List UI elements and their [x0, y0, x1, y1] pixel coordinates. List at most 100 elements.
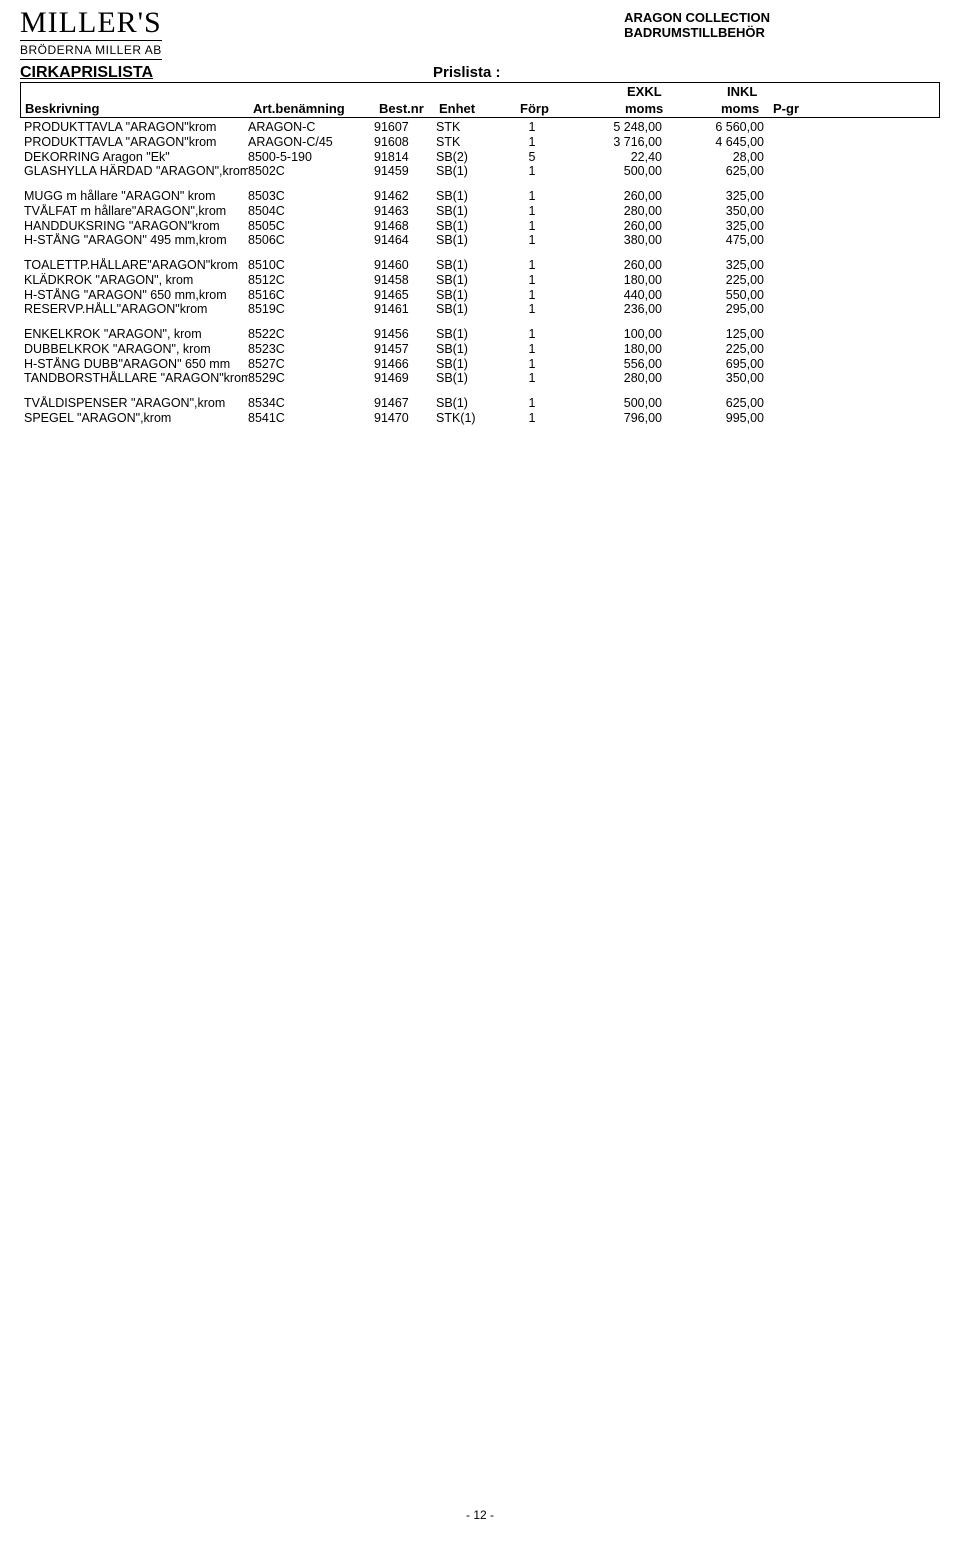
cell-inkl: 325,00 [672, 258, 770, 273]
cell-forp: 1 [502, 233, 562, 248]
cell-inkl: 125,00 [672, 327, 770, 342]
cell-exkl: 260,00 [562, 258, 672, 273]
cell-bestnr: 91465 [374, 288, 436, 303]
cell-bestnr: 91470 [374, 411, 436, 426]
cell-pgr [770, 396, 810, 411]
table-group: PRODUKTTAVLA "ARAGON"kromARAGON-C91607ST… [20, 120, 940, 179]
cell-pgr [770, 302, 810, 317]
col-exkl-bot: moms [625, 101, 663, 116]
cell-enhet: SB(1) [436, 371, 502, 386]
cell-enhet: SB(1) [436, 189, 502, 204]
page-number: - 12 - [0, 1508, 960, 1522]
cell-beskrivning: TVÅLDISPENSER "ARAGON",krom [20, 396, 248, 411]
col-enhet: Enhet [439, 101, 475, 116]
collection-title: ARAGON COLLECTION BADRUMSTILLBEHÖR [624, 10, 770, 40]
cell-art: 8510C [248, 258, 374, 273]
cell-pgr [770, 357, 810, 372]
cell-exkl: 3 716,00 [562, 135, 672, 150]
table-group: TOALETTP.HÅLLARE"ARAGON"krom8510C91460SB… [20, 258, 940, 317]
cell-bestnr: 91458 [374, 273, 436, 288]
cell-inkl: 325,00 [672, 219, 770, 234]
cell-beskrivning: TANDBORSTHÅLLARE "ARAGON"krom [20, 371, 248, 386]
cell-enhet: STK(1) [436, 411, 502, 426]
col-inkl-bot: moms [721, 101, 759, 116]
cell-art: 8519C [248, 302, 374, 317]
cell-enhet: SB(1) [436, 327, 502, 342]
cell-art: 8516C [248, 288, 374, 303]
cell-art: 8512C [248, 273, 374, 288]
col-beskrivning: Beskrivning [25, 101, 99, 116]
cell-pgr [770, 204, 810, 219]
table-row: GLASHYLLA HÄRDAD "ARAGON",krom8502C91459… [20, 164, 940, 179]
cell-bestnr: 91460 [374, 258, 436, 273]
cell-enhet: SB(1) [436, 288, 502, 303]
table-row: MUGG m hållare "ARAGON" krom8503C91462SB… [20, 189, 940, 204]
cell-forp: 1 [502, 302, 562, 317]
cell-inkl: 325,00 [672, 189, 770, 204]
cell-pgr [770, 189, 810, 204]
cell-enhet: SB(1) [436, 302, 502, 317]
table-row: H-STÅNG DUBB"ARAGON" 650 mm8527C91466SB(… [20, 357, 940, 372]
cell-exkl: 380,00 [562, 233, 672, 248]
cell-bestnr: 91814 [374, 150, 436, 165]
cell-inkl: 550,00 [672, 288, 770, 303]
cell-forp: 1 [502, 342, 562, 357]
cell-bestnr: 91459 [374, 164, 436, 179]
cell-forp: 1 [502, 411, 562, 426]
cell-enhet: SB(1) [436, 357, 502, 372]
cell-beskrivning: HANDDUKSRING "ARAGON"krom [20, 219, 248, 234]
cell-art: 8506C [248, 233, 374, 248]
price-list-page: MILLER'S BRÖDERNA MILLER AB ARAGON COLLE… [0, 0, 960, 426]
cell-bestnr: 91457 [374, 342, 436, 357]
cell-inkl: 995,00 [672, 411, 770, 426]
cell-bestnr: 91456 [374, 327, 436, 342]
cell-enhet: SB(1) [436, 219, 502, 234]
doc-title-left: CIRKAPRISLISTA [20, 64, 433, 82]
cell-inkl: 625,00 [672, 164, 770, 179]
cell-art: 8522C [248, 327, 374, 342]
cell-art: 8504C [248, 204, 374, 219]
cell-inkl: 695,00 [672, 357, 770, 372]
logo-block: MILLER'S BRÖDERNA MILLER AB [20, 8, 162, 60]
cell-bestnr: 91463 [374, 204, 436, 219]
cell-forp: 1 [502, 189, 562, 204]
cell-enhet: STK [436, 120, 502, 135]
col-forp: Förp [520, 101, 549, 116]
cell-exkl: 260,00 [562, 189, 672, 204]
table-row: DUBBELKROK "ARAGON", krom8523C91457SB(1)… [20, 342, 940, 357]
table-row: DEKORRING Aragon "Ek"8500-5-19091814SB(2… [20, 150, 940, 165]
cell-art: 8541C [248, 411, 374, 426]
cell-art: 8527C [248, 357, 374, 372]
cell-beskrivning: DEKORRING Aragon "Ek" [20, 150, 248, 165]
cell-art: 8529C [248, 371, 374, 386]
table-row: TVÅLFAT m hållare"ARAGON",krom8504C91463… [20, 204, 940, 219]
cell-enhet: SB(1) [436, 342, 502, 357]
cell-bestnr: 91467 [374, 396, 436, 411]
cell-enhet: STK [436, 135, 502, 150]
logo-main: MILLER'S [20, 8, 162, 41]
table-row: SPEGEL "ARAGON",krom8541C91470STK(1)1796… [20, 411, 940, 426]
cell-beskrivning: SPEGEL "ARAGON",krom [20, 411, 248, 426]
cell-exkl: 100,00 [562, 327, 672, 342]
cell-art: 8500-5-190 [248, 150, 374, 165]
cell-exkl: 500,00 [562, 164, 672, 179]
cell-bestnr: 91462 [374, 189, 436, 204]
cell-beskrivning: TOALETTP.HÅLLARE"ARAGON"krom [20, 258, 248, 273]
column-header-box: Beskrivning Art.benämning Best.nr Enhet … [20, 82, 940, 118]
cell-beskrivning: RESERVP.HÅLL"ARAGON"krom [20, 302, 248, 317]
cell-forp: 1 [502, 327, 562, 342]
collection-line2: BADRUMSTILLBEHÖR [624, 25, 770, 40]
cell-exkl: 280,00 [562, 371, 672, 386]
table-group: ENKELKROK "ARAGON", krom8522C91456SB(1)1… [20, 327, 940, 386]
table-row: TANDBORSTHÅLLARE "ARAGON"krom8529C91469S… [20, 371, 940, 386]
cell-inkl: 625,00 [672, 396, 770, 411]
table-row: PRODUKTTAVLA "ARAGON"kromARAGON-C91607ST… [20, 120, 940, 135]
cell-art: 8503C [248, 189, 374, 204]
cell-forp: 1 [502, 288, 562, 303]
table-row: HANDDUKSRING "ARAGON"krom8505C91468SB(1)… [20, 219, 940, 234]
cell-pgr [770, 288, 810, 303]
cell-bestnr: 91469 [374, 371, 436, 386]
cell-inkl: 4 645,00 [672, 135, 770, 150]
cell-bestnr: 91468 [374, 219, 436, 234]
cell-exkl: 180,00 [562, 342, 672, 357]
